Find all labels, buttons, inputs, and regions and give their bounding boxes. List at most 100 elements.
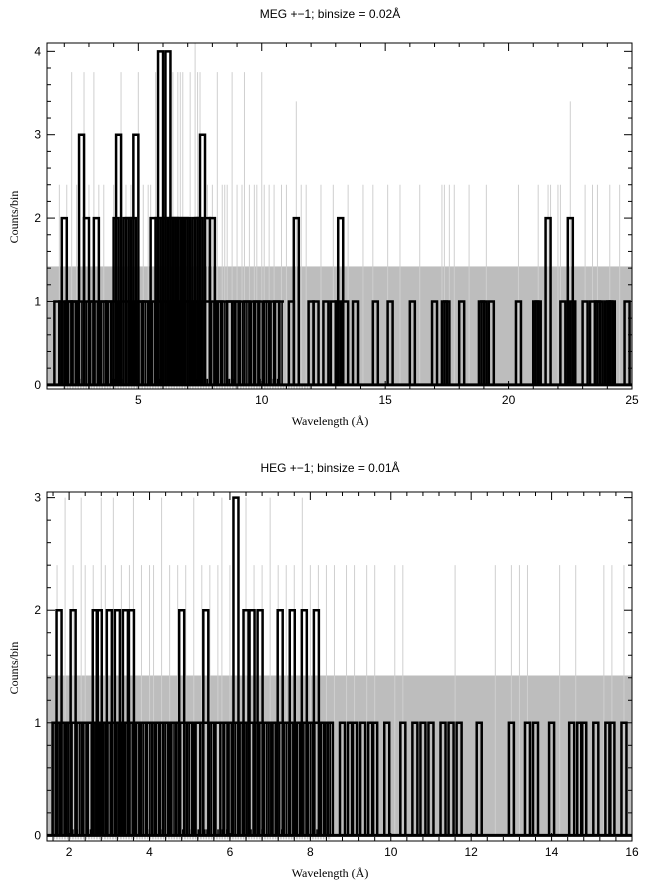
black-bin — [455, 721, 463, 836]
x-axis-label: Wavelength (Å) — [292, 414, 369, 428]
x-tick-label: 12 — [464, 845, 478, 859]
chart-title: MEG +−1; binsize = 0.02Å — [260, 6, 400, 21]
black-bin — [132, 133, 140, 385]
plot-frame — [46, 491, 633, 842]
black-bin — [439, 721, 447, 836]
black-bin — [596, 300, 604, 385]
black-bin — [592, 721, 600, 836]
black-bin — [70, 300, 78, 385]
black-bin — [569, 300, 577, 385]
black-bin — [312, 300, 320, 385]
black-bin — [185, 721, 194, 836]
x-tick-label: 8 — [307, 845, 314, 859]
y-tick-label: 3 — [34, 491, 41, 505]
black-bin — [141, 300, 150, 385]
black-bin — [419, 721, 427, 836]
plot-frame — [46, 42, 633, 390]
black-bin — [145, 721, 154, 836]
black-bin — [358, 721, 367, 836]
black-bin — [253, 300, 261, 385]
black-bin — [443, 300, 451, 385]
black-bin — [92, 216, 101, 385]
black-bin — [427, 721, 435, 836]
black-bin — [338, 721, 347, 836]
x-tick-label: 14 — [545, 845, 559, 859]
y-tick-label: 0 — [34, 828, 41, 842]
black-bin — [547, 721, 556, 836]
y-tick-label: 3 — [34, 128, 41, 142]
x-tick-label: 4 — [146, 845, 153, 859]
black-bin — [216, 300, 224, 385]
black-bin — [581, 300, 589, 385]
x-tick-label: 2 — [66, 845, 73, 859]
x-tick-label: 10 — [384, 845, 398, 859]
black-bin — [243, 300, 251, 385]
y-axis-label: Counts/bin — [7, 642, 21, 695]
black-bin — [214, 721, 222, 836]
black-bin — [161, 721, 170, 836]
black-bin — [408, 300, 417, 385]
black-bin — [370, 721, 379, 836]
x-tick-label: 15 — [378, 393, 392, 407]
heg-spectrum-panel: HEG +−1; binsize = 0.01Å Wavelength (Å) … — [7, 460, 639, 880]
black-bin — [507, 721, 516, 836]
black-bin — [447, 721, 455, 836]
black-bin — [430, 300, 439, 385]
y-tick-label: 1 — [34, 716, 41, 730]
black-bin — [262, 721, 270, 836]
black-bin — [544, 216, 552, 385]
plot-area: 5 10 15 20 25 0 1 2 3 4 — [34, 42, 639, 407]
black-bin — [208, 216, 217, 385]
black-bin — [457, 300, 466, 385]
black-bin — [322, 300, 330, 385]
x-tick-label: 10 — [255, 393, 269, 407]
black-bin — [225, 300, 234, 385]
black-bin — [382, 721, 391, 836]
black-bin — [559, 300, 567, 385]
black-bin — [523, 721, 532, 836]
black-bin — [351, 300, 360, 385]
black-bin — [350, 721, 359, 836]
black-bin — [580, 721, 588, 836]
black-bin — [514, 300, 523, 385]
black-bin — [567, 721, 576, 836]
black-bin — [194, 721, 202, 836]
x-axis-label: Wavelength (Å) — [292, 866, 369, 880]
black-bin — [534, 300, 542, 385]
black-bin — [114, 133, 123, 385]
black-bin — [480, 300, 488, 385]
black-bin — [475, 721, 483, 836]
black-bin — [169, 721, 178, 836]
black-bin — [177, 608, 186, 836]
x-tick-label: 25 — [625, 393, 639, 407]
meg-spectrum-panel: MEG +−1; binsize = 0.02Å Wavelength (Å) … — [7, 6, 639, 428]
black-bin — [272, 300, 281, 385]
black-bin — [326, 721, 335, 836]
y-tick-label: 4 — [34, 44, 41, 58]
black-bin — [371, 300, 380, 385]
x-tick-label: 6 — [227, 845, 234, 859]
black-bin — [386, 300, 394, 385]
black-bin — [292, 216, 301, 385]
y-axis-label: Counts/bin — [7, 191, 21, 244]
black-bin — [341, 300, 350, 385]
y-tick-label: 1 — [34, 294, 41, 308]
black-bin — [608, 300, 617, 385]
x-tick-label: 20 — [502, 393, 516, 407]
black-bin — [318, 721, 327, 836]
black-bin — [608, 721, 616, 836]
x-tick-label: 16 — [625, 845, 639, 859]
black-bin — [262, 300, 271, 385]
y-tick-label: 2 — [34, 603, 41, 617]
black-bin — [531, 721, 540, 836]
x-tick-label: 5 — [135, 393, 142, 407]
black-bin — [399, 721, 407, 836]
black-bin — [233, 300, 241, 385]
black-bin — [232, 496, 240, 836]
y-tick-label: 0 — [34, 378, 41, 392]
black-bin — [411, 721, 419, 836]
black-bin — [153, 721, 162, 836]
chart-title: HEG +−1; binsize = 0.01Å — [260, 460, 399, 475]
